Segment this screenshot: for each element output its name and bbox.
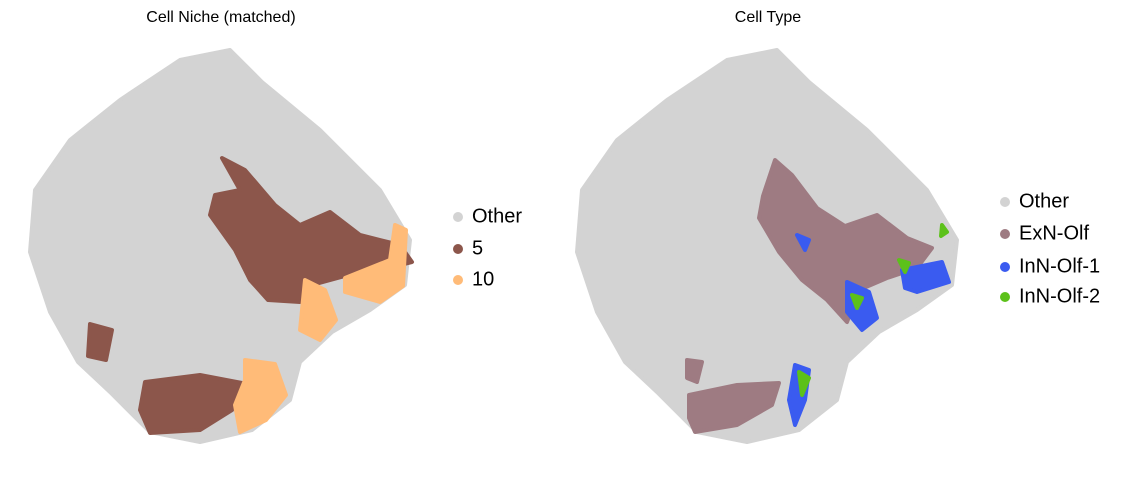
point-cloud <box>138 373 244 435</box>
legend-label: ExN-Olf <box>1019 222 1089 244</box>
point-cloud <box>897 258 911 274</box>
point-cloud <box>343 223 408 304</box>
scatter-panel <box>28 48 414 444</box>
legend-marker <box>453 275 463 285</box>
legend-marker <box>1000 292 1010 302</box>
point-cloud <box>757 158 934 324</box>
point-cloud <box>900 260 951 294</box>
point-cloud <box>797 370 811 397</box>
panel-title: Cell Type <box>735 9 802 26</box>
point-cloud <box>687 381 781 434</box>
point-cloud <box>795 233 811 252</box>
legend-label: 5 <box>472 237 483 259</box>
point-cloud <box>298 278 338 342</box>
legend-label: Other <box>472 205 522 227</box>
legend-marker <box>1000 197 1010 207</box>
legend-label: InN-Olf-2 <box>1019 285 1100 307</box>
legend-marker <box>453 244 463 254</box>
scatter-panel <box>575 48 959 444</box>
legend-label: Other <box>1019 190 1069 212</box>
legend-marker <box>453 212 463 222</box>
point-cloud <box>233 358 288 434</box>
point-cloud <box>575 48 959 444</box>
point-cloud <box>939 223 949 238</box>
legend-marker <box>1000 229 1010 239</box>
point-cloud <box>685 358 704 384</box>
panel-title: Cell Niche (matched) <box>146 9 295 26</box>
legend-marker <box>1000 262 1010 272</box>
legend-label: 10 <box>472 268 494 290</box>
point-cloud <box>850 293 864 310</box>
legend-label: InN-Olf-1 <box>1019 255 1100 277</box>
point-cloud <box>86 322 114 362</box>
